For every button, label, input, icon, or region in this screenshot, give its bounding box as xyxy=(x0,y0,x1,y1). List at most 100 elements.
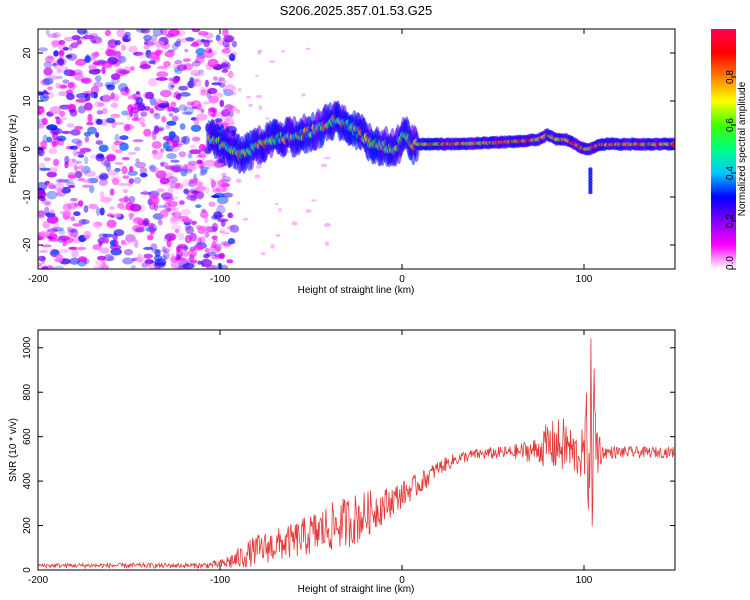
x-tick-label: 100 xyxy=(576,274,593,285)
noise-blob xyxy=(196,186,207,192)
ridge-core xyxy=(671,142,675,147)
noise-blob xyxy=(99,191,105,199)
noise-blob xyxy=(83,205,89,213)
noise-blob xyxy=(69,145,78,150)
noise-blob xyxy=(158,127,164,132)
noise-blob xyxy=(94,101,102,108)
noise-blob xyxy=(213,211,223,220)
noise-blob xyxy=(90,91,98,99)
noise-blob xyxy=(155,77,168,81)
noise-blob xyxy=(97,255,106,261)
noise-blob xyxy=(114,167,121,172)
noise-blob xyxy=(127,170,138,176)
y-tick-label: 10 xyxy=(22,95,33,107)
snr-frame xyxy=(37,329,676,571)
noise-blob xyxy=(198,69,205,74)
noise-blob xyxy=(187,80,195,89)
noise-blob xyxy=(122,257,134,265)
noise-blob xyxy=(122,175,130,180)
noise-blob xyxy=(218,252,225,260)
noise-blob xyxy=(190,124,202,132)
noise-blob xyxy=(129,203,142,212)
noise-blob xyxy=(202,225,212,234)
noise-blob xyxy=(77,105,86,114)
noise-blob xyxy=(45,29,50,35)
noise-blob xyxy=(82,34,95,40)
noise-blob xyxy=(67,174,77,179)
noise-blob xyxy=(47,167,58,173)
noise-blob xyxy=(149,166,159,173)
noise-blob xyxy=(235,108,241,114)
noise-blob xyxy=(163,60,171,68)
noise-blob xyxy=(74,144,81,150)
noise-blob xyxy=(130,66,135,71)
noise-blob xyxy=(136,52,148,59)
noise-blob xyxy=(143,253,153,259)
noise-blob xyxy=(46,215,59,224)
x-tick-label: 100 xyxy=(576,575,593,586)
ridge-spur xyxy=(588,172,593,177)
noise-blob xyxy=(71,249,79,259)
noise-blob xyxy=(83,230,92,240)
noise-blob xyxy=(130,106,140,114)
noise-blob xyxy=(61,186,71,194)
noise-blob xyxy=(94,75,102,82)
noise-blob xyxy=(320,163,328,168)
noise-blob xyxy=(255,74,259,77)
noise-blob xyxy=(160,89,172,98)
noise-blob xyxy=(134,227,144,233)
x-tick-label: -100 xyxy=(210,274,230,285)
noise-blob xyxy=(226,54,233,58)
noise-blob xyxy=(178,85,189,91)
noise-blob xyxy=(224,232,230,235)
noise-blob xyxy=(84,30,89,36)
noise-blob xyxy=(224,104,234,111)
noise-blob xyxy=(147,234,154,241)
noise-blob xyxy=(201,151,206,161)
noise-blob xyxy=(222,29,229,37)
spectrogram-x-axis: -200 -100 0 100 xyxy=(28,29,593,285)
noise-blob xyxy=(154,112,161,120)
noise-blob xyxy=(63,210,72,216)
noise-blob xyxy=(177,232,185,241)
noise-blob xyxy=(189,77,194,82)
noise-blob xyxy=(116,29,126,38)
noise-blob xyxy=(72,148,78,157)
noise-blob xyxy=(130,264,137,269)
noise-blob xyxy=(77,29,87,35)
noise-blob xyxy=(62,79,70,84)
ridge-spur xyxy=(588,178,593,183)
noise-blob xyxy=(178,151,187,158)
noise-blob xyxy=(105,163,111,172)
snr-y-axis: 0 200 400 600 800 1000 xyxy=(22,336,675,573)
noise-blob xyxy=(105,117,116,124)
noise-blob xyxy=(156,204,168,209)
noise-blob xyxy=(231,91,237,96)
ridge-spur xyxy=(588,167,593,172)
noise-blob xyxy=(148,60,156,64)
noise-blob xyxy=(140,191,152,195)
ridge-spur xyxy=(588,184,593,189)
noise-blob xyxy=(228,109,234,118)
noise-blob xyxy=(191,235,202,243)
noise-blob xyxy=(63,178,74,184)
noise-blob xyxy=(123,124,131,132)
noise-blob xyxy=(186,80,197,89)
noise-blob xyxy=(107,39,118,48)
noise-blob xyxy=(220,182,230,188)
noise-blob xyxy=(163,234,172,243)
noise-blob xyxy=(112,177,120,186)
noise-blob xyxy=(191,29,201,33)
noise-blob xyxy=(206,90,212,99)
noise-blob xyxy=(193,78,202,87)
noise-blob xyxy=(135,96,144,105)
noise-blob xyxy=(114,121,126,126)
noise-blob xyxy=(122,189,129,194)
noise-blob xyxy=(202,101,211,105)
noise-blob xyxy=(221,175,232,183)
noise-blob xyxy=(92,221,103,228)
noise-blob xyxy=(207,87,218,95)
noise-blob xyxy=(174,182,184,190)
colorbar-tick-label: 0.8 xyxy=(725,70,736,84)
ridge-spur xyxy=(588,175,593,180)
